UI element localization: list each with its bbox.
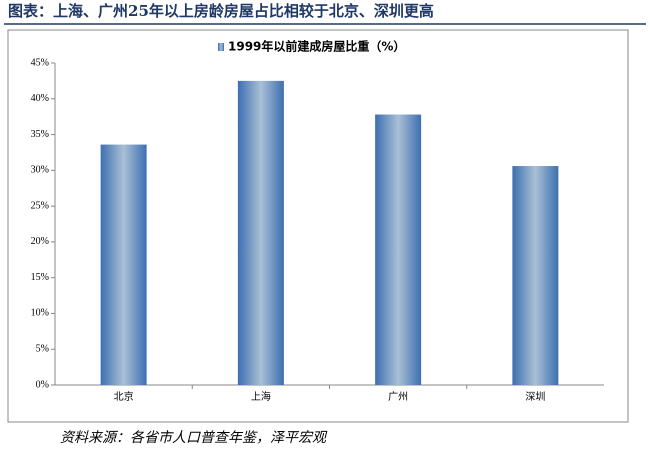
bar [237, 80, 284, 385]
y-tick-label: 30% [31, 165, 49, 176]
chart-frame [7, 29, 629, 423]
x-tick-label: 上海 [251, 390, 271, 403]
bar [512, 166, 559, 385]
legend-label: 1999年以前建成房屋比重（%） [228, 39, 405, 54]
legend-swatch [218, 43, 224, 51]
source-note: 资料来源：各省市人口普查年鉴，泽平宏观 [60, 430, 328, 446]
y-tick-label: 45% [31, 57, 49, 68]
x-tick-label: 深圳 [525, 391, 545, 403]
x-tick-label: 广州 [388, 391, 408, 403]
bar [375, 114, 422, 386]
y-tick-label: 10% [31, 308, 49, 319]
y-tick-label: 20% [31, 236, 49, 247]
bar [100, 144, 147, 385]
chart-title: 图表：上海、广州25年以上房龄房屋占比相较于北京、深圳更高 [8, 2, 434, 20]
y-tick-label: 25% [31, 200, 49, 211]
y-tick-label: 15% [31, 272, 49, 283]
y-tick-label: 40% [31, 93, 49, 104]
y-tick-label: 5% [36, 344, 49, 355]
y-tick-label: 35% [31, 129, 49, 140]
y-tick-label: 0% [36, 379, 49, 390]
x-tick-label: 北京 [114, 390, 134, 403]
